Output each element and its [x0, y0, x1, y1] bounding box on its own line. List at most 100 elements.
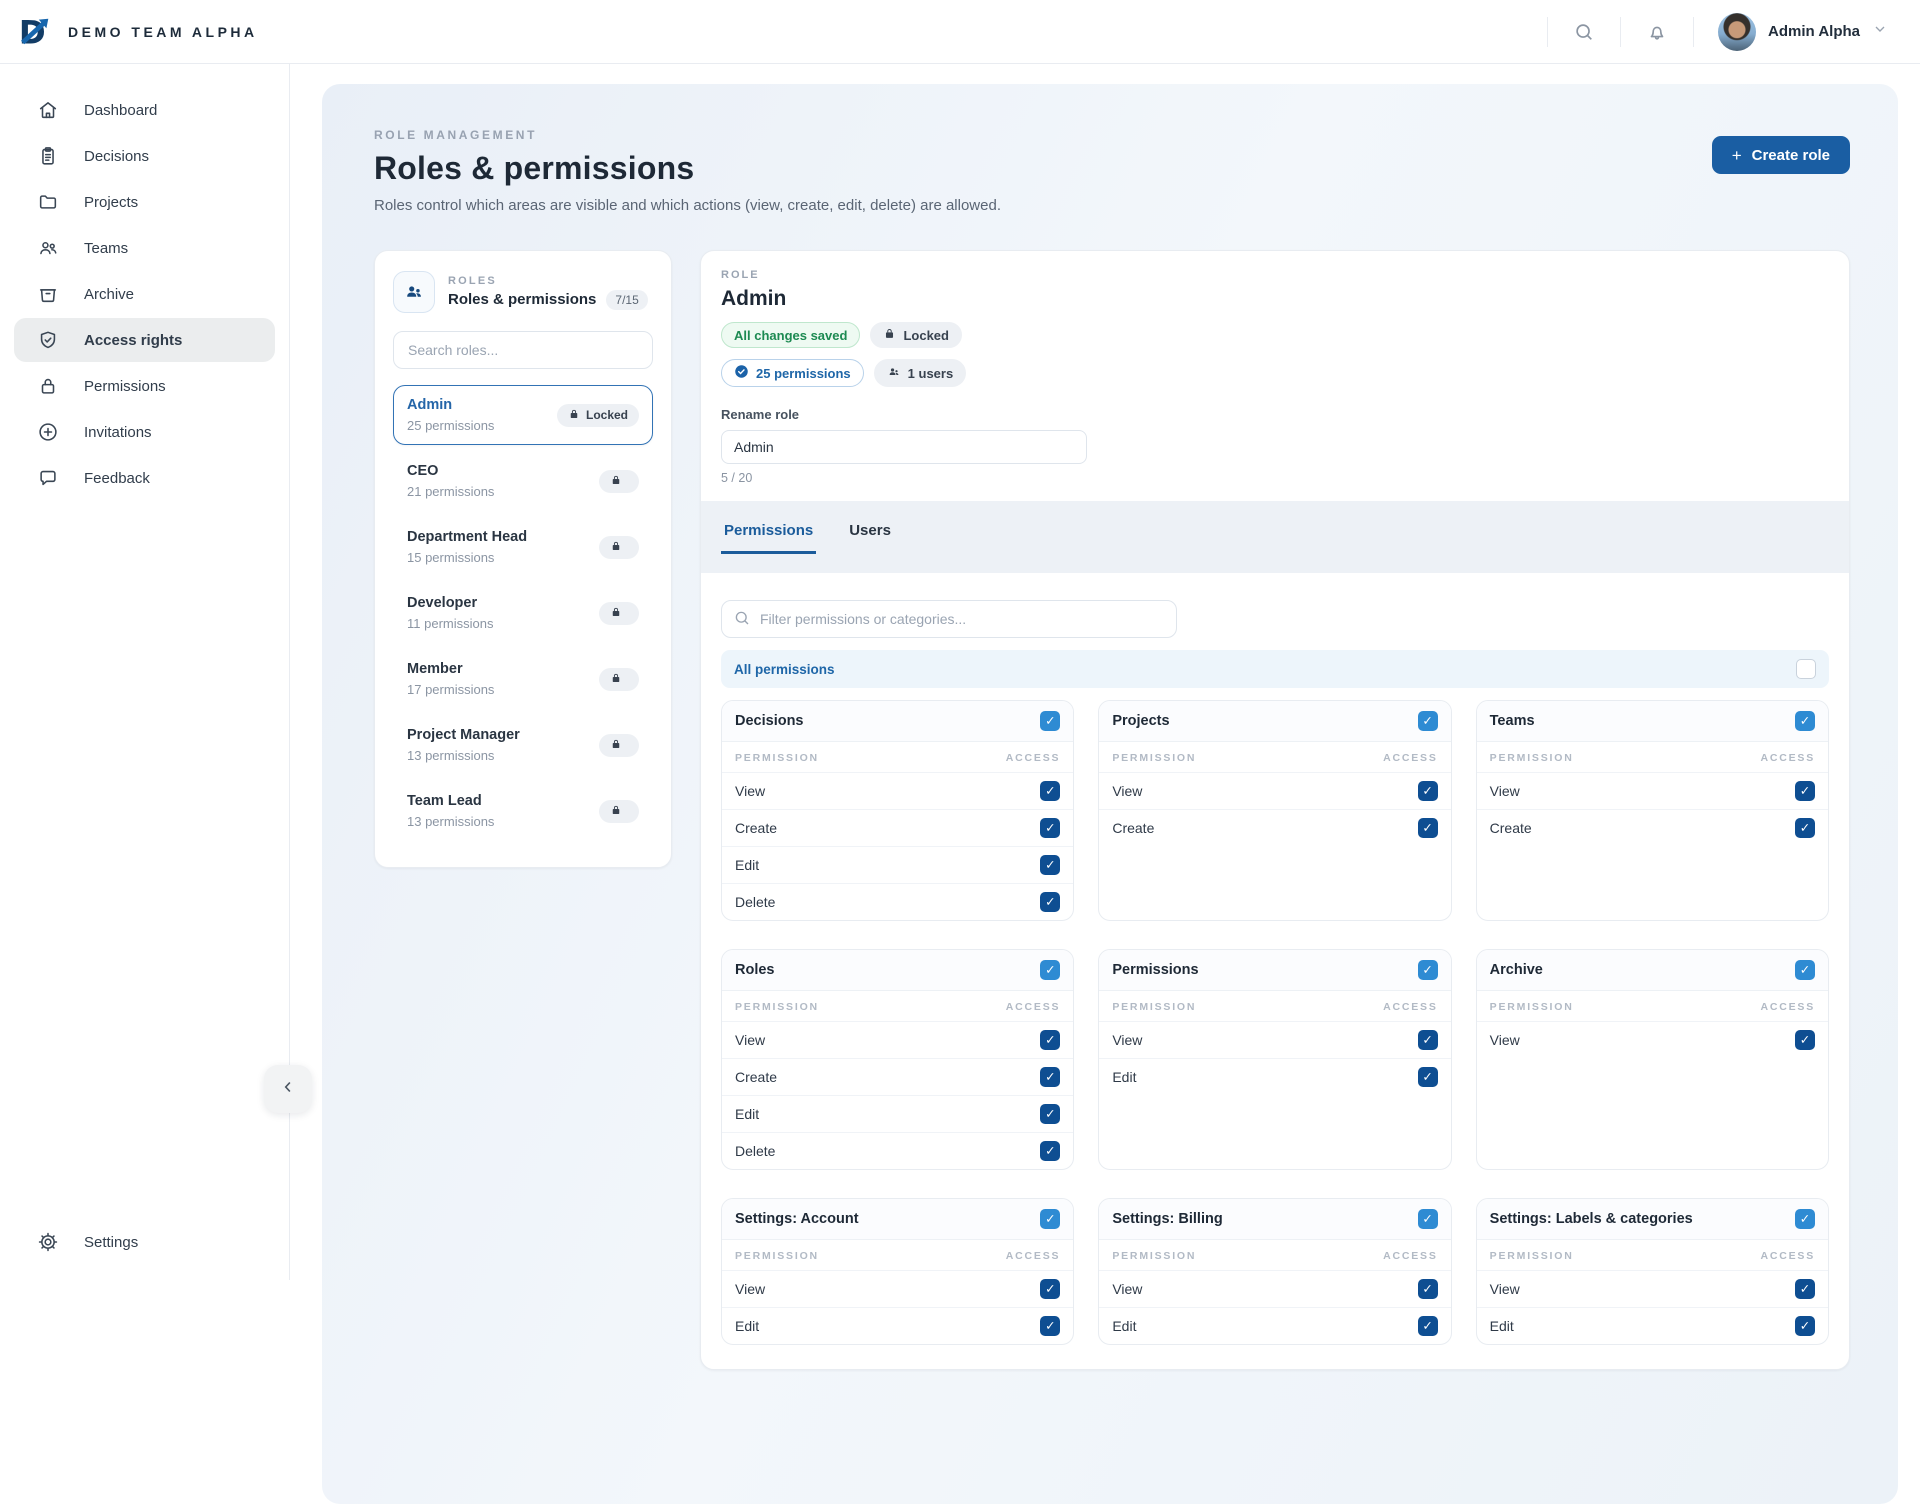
- access-checkbox[interactable]: [1040, 1316, 1060, 1336]
- access-checkbox[interactable]: [1040, 855, 1060, 875]
- access-checkbox[interactable]: [1040, 1067, 1060, 1087]
- check-circle-icon: [734, 364, 749, 382]
- lock-icon: [610, 540, 622, 555]
- chevron-down-icon: [1872, 21, 1888, 42]
- access-checkbox[interactable]: [1795, 781, 1815, 801]
- filter-permissions-input[interactable]: [721, 600, 1177, 638]
- permission-label: Edit: [1112, 1318, 1136, 1334]
- permission-column-header: PERMISSION: [1490, 752, 1574, 764]
- locked-badge: [599, 668, 639, 691]
- access-checkbox[interactable]: [1040, 892, 1060, 912]
- access-checkbox[interactable]: [1040, 1141, 1060, 1161]
- group-checkbox[interactable]: [1040, 960, 1060, 980]
- permission-row: Create: [1477, 810, 1828, 846]
- access-checkbox[interactable]: [1418, 818, 1438, 838]
- access-checkbox[interactable]: [1040, 1104, 1060, 1124]
- sidebar-item-projects[interactable]: Projects: [14, 180, 275, 224]
- lock-icon: [883, 327, 896, 343]
- sidebar-item-decisions[interactable]: Decisions: [14, 134, 275, 178]
- create-role-button[interactable]: + Create role: [1712, 136, 1850, 174]
- access-column-header: ACCESS: [1006, 1001, 1061, 1013]
- group-checkbox[interactable]: [1040, 711, 1060, 731]
- sidebar-item-label: Feedback: [84, 470, 150, 487]
- role-list-item[interactable]: Member 17 permissions: [393, 649, 653, 709]
- permission-row: Create: [722, 810, 1073, 847]
- role-permission-count: 13 permissions: [407, 814, 494, 829]
- rename-role-input[interactable]: [721, 430, 1087, 464]
- brand-name: DEMO TEAM ALPHA: [68, 24, 258, 40]
- permission-group-title: Decisions: [735, 713, 804, 729]
- access-checkbox[interactable]: [1040, 781, 1060, 801]
- sidebar-item-access-rights[interactable]: Access rights: [14, 318, 275, 362]
- permission-column-header: PERMISSION: [735, 1001, 819, 1013]
- role-list-item[interactable]: Project Manager 13 permissions: [393, 715, 653, 775]
- roles-panel-title: Roles & permissions: [448, 291, 596, 308]
- access-checkbox[interactable]: [1795, 1030, 1815, 1050]
- access-checkbox[interactable]: [1040, 1030, 1060, 1050]
- lock-icon: [568, 408, 580, 423]
- tab-permissions[interactable]: Permissions: [721, 522, 816, 554]
- group-checkbox[interactable]: [1795, 960, 1815, 980]
- access-column-header: ACCESS: [1383, 1250, 1438, 1262]
- role-management-panel: ROLE MANAGEMENT Roles & permissions Role…: [322, 84, 1898, 1504]
- role-name: Team Lead: [407, 793, 494, 809]
- role-list-item[interactable]: Developer 11 permissions: [393, 583, 653, 643]
- sidebar-item-invitations[interactable]: Invitations: [14, 410, 275, 454]
- access-checkbox[interactable]: [1795, 818, 1815, 838]
- permission-label: Edit: [735, 1106, 759, 1122]
- role-permission-count: 15 permissions: [407, 550, 527, 565]
- role-name-heading: Admin: [721, 287, 1829, 311]
- page-eyebrow: ROLE MANAGEMENT: [374, 128, 1001, 142]
- locked-badge: [599, 536, 639, 559]
- sidebar-collapse-button[interactable]: [264, 1065, 312, 1113]
- permission-label: Edit: [735, 1318, 759, 1334]
- group-checkbox[interactable]: [1795, 711, 1815, 731]
- role-list-item[interactable]: Department Head 15 permissions: [393, 517, 653, 577]
- access-checkbox[interactable]: [1418, 1067, 1438, 1087]
- group-checkbox[interactable]: [1418, 711, 1438, 731]
- access-checkbox[interactable]: [1418, 1279, 1438, 1299]
- permission-row: Edit: [1099, 1059, 1450, 1095]
- sidebar: Dashboard Decisions Projects Teams Archi…: [0, 64, 290, 1280]
- permission-label: View: [1490, 1281, 1520, 1297]
- brand: D DEMO TEAM ALPHA: [0, 13, 290, 51]
- access-checkbox[interactable]: [1418, 1316, 1438, 1336]
- roles-eyebrow: ROLES: [448, 275, 648, 287]
- permission-column-header: PERMISSION: [1112, 752, 1196, 764]
- role-list-item[interactable]: Team Lead 13 permissions: [393, 781, 653, 841]
- role-list-item[interactable]: Admin 25 permissions Locked: [393, 385, 653, 445]
- sidebar-item-teams[interactable]: Teams: [14, 226, 275, 270]
- sidebar-item-label: Teams: [84, 240, 128, 257]
- group-checkbox[interactable]: [1795, 1209, 1815, 1229]
- access-checkbox[interactable]: [1795, 1279, 1815, 1299]
- group-checkbox[interactable]: [1418, 960, 1438, 980]
- permission-label: View: [1112, 783, 1142, 799]
- permission-column-header: PERMISSION: [1490, 1250, 1574, 1262]
- permission-label: Delete: [735, 1143, 775, 1159]
- sidebar-item-label: Permissions: [84, 378, 166, 395]
- roles-people-icon: [393, 271, 435, 313]
- search-icon[interactable]: [1572, 20, 1596, 44]
- tab-users[interactable]: Users: [846, 522, 894, 554]
- role-name: Member: [407, 661, 494, 677]
- group-checkbox[interactable]: [1418, 1209, 1438, 1229]
- group-checkbox[interactable]: [1040, 1209, 1060, 1229]
- all-permissions-checkbox[interactable]: [1796, 659, 1816, 679]
- access-checkbox[interactable]: [1795, 1316, 1815, 1336]
- access-checkbox[interactable]: [1040, 1279, 1060, 1299]
- role-list-item[interactable]: CEO 21 permissions: [393, 451, 653, 511]
- sidebar-item-settings[interactable]: Settings: [14, 1220, 275, 1264]
- sidebar-item-feedback[interactable]: Feedback: [14, 456, 275, 500]
- permission-label: Create: [735, 1069, 777, 1085]
- search-roles-input[interactable]: [393, 331, 653, 369]
- access-checkbox[interactable]: [1040, 818, 1060, 838]
- sidebar-item-dashboard[interactable]: Dashboard: [14, 88, 275, 132]
- chat-icon: [36, 466, 60, 490]
- sidebar-item-archive[interactable]: Archive: [14, 272, 275, 316]
- access-checkbox[interactable]: [1418, 781, 1438, 801]
- notifications-bell-icon[interactable]: [1645, 20, 1669, 44]
- permission-row: Edit: [1477, 1308, 1828, 1344]
- sidebar-item-permissions[interactable]: Permissions: [14, 364, 275, 408]
- access-checkbox[interactable]: [1418, 1030, 1438, 1050]
- user-menu[interactable]: Admin Alpha: [1718, 13, 1888, 51]
